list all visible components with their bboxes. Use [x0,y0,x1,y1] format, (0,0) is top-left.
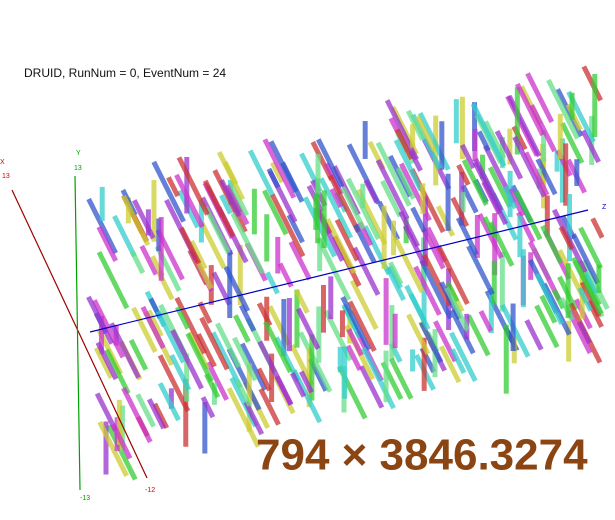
hit-bar [584,67,601,101]
page: {"title": "DRUID, RunNum = 0, EventNum =… [0,0,615,520]
hit-bar [527,320,542,349]
hit-bar [366,180,377,202]
hit-bar [593,219,603,238]
overlay-text: 794 × 3846.3274 [256,431,588,480]
hit-bar [132,252,143,273]
y-axis-max: 13 [74,165,82,172]
y-axis-min: -13 [80,495,90,502]
x-axis-label: X [0,159,5,166]
hit-bar [543,226,561,263]
z-axis-label: Z [602,204,607,211]
event-display: DRUID, RunNum = 0, EventNum = 24 X 13 -1… [0,0,615,520]
x-axis-max: 13 [2,173,10,180]
hit-bar [391,359,411,399]
hit-bar [114,216,134,256]
y-axis-label: Y [76,150,81,157]
hit-bars [88,67,607,480]
x-axis-min: -12 [145,487,155,494]
hit-bar [206,207,229,253]
title: DRUID, RunNum = 0, EventNum = 24 [24,66,226,80]
hit-bar [468,246,492,294]
hit-bar [267,273,277,294]
